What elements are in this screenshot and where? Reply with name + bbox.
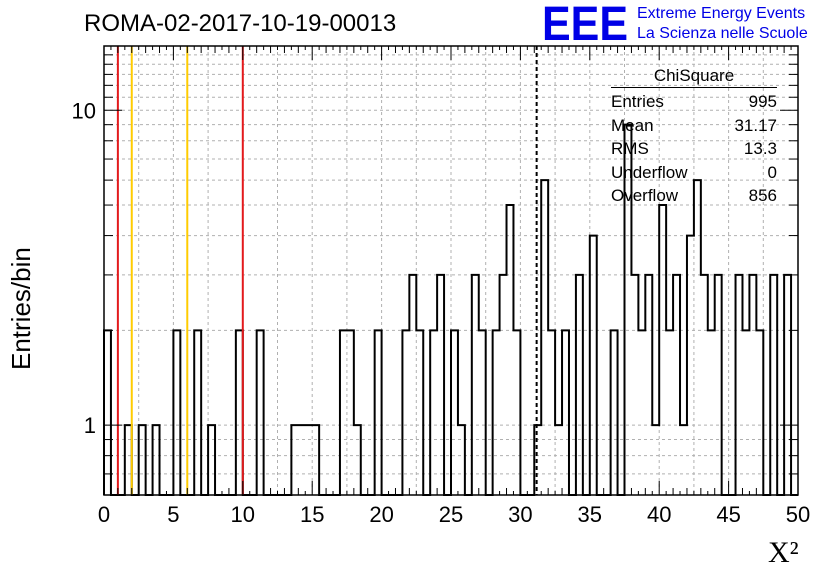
chart-title: ROMA-02-2017-10-19-00013 (84, 10, 397, 37)
x-tick-label: 20 (369, 502, 393, 527)
stats-title-divider (611, 87, 777, 88)
x-tick-label: 0 (98, 502, 110, 527)
x-tick-label: 30 (508, 502, 532, 527)
x-axis-label: X² (768, 536, 799, 569)
logo-line-2: La Scienza nelle Scuole (637, 25, 808, 42)
stats-label: Entries (611, 92, 664, 111)
stats-box: ChiSquare Entries 995 Mean 31.17 RMS 13.… (611, 65, 777, 208)
stats-row-underflow: Underflow 0 (611, 161, 777, 185)
stats-row-overflow: Overflow 856 (611, 184, 777, 208)
stats-row-entries: Entries 995 (611, 90, 777, 114)
x-tick-label: 15 (300, 502, 324, 527)
stats-row-mean: Mean 31.17 (611, 114, 777, 138)
x-tick-label: 35 (578, 502, 602, 527)
x-tick-label: 25 (439, 502, 463, 527)
x-tick-label: 45 (716, 502, 740, 527)
stats-value: 31.17 (734, 115, 777, 135)
stats-row-rms: RMS 13.3 (611, 137, 777, 161)
x-tick-label: 5 (167, 502, 179, 527)
x-tick-label: 50 (786, 502, 810, 527)
stats-label: RMS (611, 139, 649, 158)
y-tick-label: 10 (72, 98, 96, 123)
stats-value: 13.3 (743, 139, 777, 158)
stats-label: Overflow (611, 186, 679, 205)
histogram-line (103, 123, 798, 496)
y-axis-label: Entries/bin (6, 247, 36, 370)
stats-value: 856 (748, 186, 777, 205)
stats-value: 0 (767, 162, 777, 182)
x-tick-label: 10 (231, 502, 255, 527)
stats-value: 995 (748, 92, 777, 111)
stats-label: Mean (611, 115, 654, 135)
x-tick-label: 40 (647, 502, 671, 527)
y-tick-label: 1 (84, 413, 96, 438)
eee-logo-text: EEE (542, 0, 628, 40)
stats-title: ChiSquare (653, 66, 735, 85)
logo-line-1: Extreme Energy Events (637, 5, 806, 22)
stats-label: Underflow (611, 162, 688, 182)
eee-logo-mark: EEE (542, 0, 628, 40)
